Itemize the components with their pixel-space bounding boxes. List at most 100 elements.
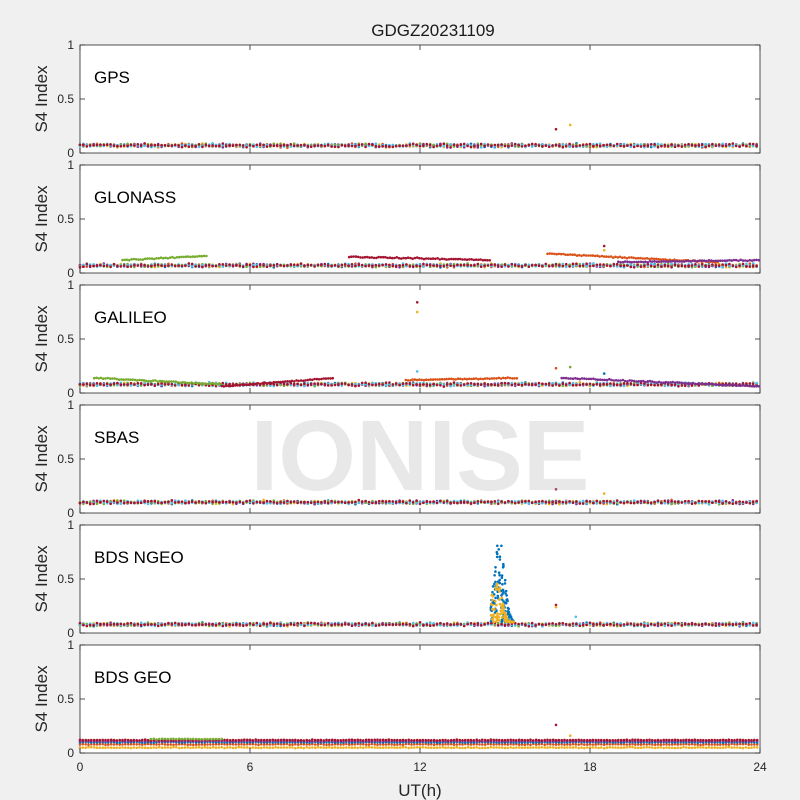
arc-point bbox=[157, 257, 161, 260]
series-point bbox=[537, 381, 541, 385]
arc-point bbox=[261, 382, 264, 385]
arc-point bbox=[461, 378, 464, 381]
arc-point bbox=[486, 377, 489, 380]
arc-point bbox=[156, 380, 159, 383]
series-point bbox=[476, 262, 480, 266]
series-point bbox=[112, 262, 116, 266]
arc-point bbox=[356, 255, 360, 259]
series-point bbox=[537, 264, 541, 267]
series-point bbox=[683, 264, 687, 268]
series-point bbox=[500, 381, 503, 385]
outlier-point bbox=[568, 123, 572, 127]
series-point bbox=[598, 383, 602, 386]
arc-point bbox=[750, 384, 754, 388]
series-point bbox=[354, 384, 357, 388]
series-point bbox=[252, 265, 255, 269]
arc-point bbox=[632, 256, 635, 260]
series-point bbox=[656, 383, 660, 387]
series-point bbox=[622, 382, 626, 385]
series-point bbox=[299, 262, 303, 265]
arc-point bbox=[424, 378, 428, 382]
series-point bbox=[122, 144, 126, 147]
arc-point bbox=[603, 378, 606, 382]
arc-point bbox=[440, 377, 444, 381]
arc-point bbox=[479, 377, 482, 381]
series-point bbox=[306, 144, 310, 148]
series-point bbox=[741, 262, 745, 266]
arc-point bbox=[502, 376, 505, 380]
series-point bbox=[714, 144, 718, 147]
series-point bbox=[626, 264, 629, 267]
series-point bbox=[289, 263, 293, 267]
arc-point bbox=[311, 378, 314, 382]
arc-point bbox=[664, 380, 668, 384]
series-point bbox=[309, 263, 313, 267]
series-point bbox=[218, 144, 221, 147]
series-point bbox=[513, 142, 517, 146]
arc-point bbox=[700, 259, 704, 262]
arc-point bbox=[420, 257, 424, 260]
series-point bbox=[422, 262, 425, 266]
arc-point bbox=[481, 258, 485, 262]
series-point bbox=[330, 145, 333, 148]
series-point bbox=[150, 144, 153, 147]
series-point bbox=[609, 382, 612, 385]
arc-point bbox=[297, 379, 301, 383]
arc-point bbox=[283, 380, 287, 383]
series-point bbox=[442, 385, 446, 388]
series-point bbox=[207, 144, 211, 148]
series-point bbox=[568, 381, 571, 385]
series-point bbox=[211, 264, 214, 268]
series-point bbox=[238, 264, 242, 268]
series-point bbox=[683, 384, 687, 388]
series-point bbox=[507, 382, 510, 385]
series-point bbox=[394, 264, 398, 268]
series-point bbox=[615, 383, 619, 387]
series-point bbox=[221, 146, 225, 149]
arc-point bbox=[678, 260, 681, 263]
series-point bbox=[632, 383, 636, 387]
arc-point bbox=[406, 256, 410, 260]
arc-point bbox=[229, 384, 232, 388]
series-point bbox=[357, 143, 361, 147]
arc-point bbox=[628, 260, 631, 264]
series-point bbox=[143, 383, 146, 387]
series-point bbox=[741, 143, 745, 147]
series-point bbox=[360, 263, 364, 267]
arc-point bbox=[755, 258, 758, 262]
arc-point bbox=[725, 383, 729, 387]
series-point bbox=[622, 144, 626, 148]
series-point bbox=[578, 381, 582, 384]
arc-point bbox=[370, 256, 374, 259]
series-point bbox=[316, 144, 320, 147]
series-point bbox=[88, 264, 92, 268]
arc-point bbox=[732, 258, 736, 262]
series-point bbox=[462, 383, 466, 386]
series-point bbox=[473, 144, 476, 148]
arc-point bbox=[108, 377, 112, 380]
series-point bbox=[456, 263, 459, 267]
arc-point bbox=[571, 377, 575, 381]
arc-point bbox=[630, 379, 634, 383]
series-point bbox=[462, 142, 466, 146]
series-point bbox=[544, 262, 548, 266]
arc-point bbox=[628, 379, 631, 382]
series-point bbox=[731, 144, 735, 147]
arc-point bbox=[513, 377, 516, 380]
series-point bbox=[126, 142, 129, 146]
series-point bbox=[241, 265, 245, 268]
series-point bbox=[354, 144, 357, 148]
series-point bbox=[116, 264, 119, 268]
series-point bbox=[622, 142, 626, 146]
series-point bbox=[119, 383, 123, 386]
series-point bbox=[418, 144, 422, 148]
series-point bbox=[541, 143, 544, 146]
series-point bbox=[469, 382, 473, 385]
series-point bbox=[371, 383, 374, 387]
series-point bbox=[452, 145, 456, 148]
series-point bbox=[721, 265, 724, 269]
series-point bbox=[245, 263, 248, 267]
series-point bbox=[520, 265, 524, 268]
arc-point bbox=[231, 384, 235, 388]
